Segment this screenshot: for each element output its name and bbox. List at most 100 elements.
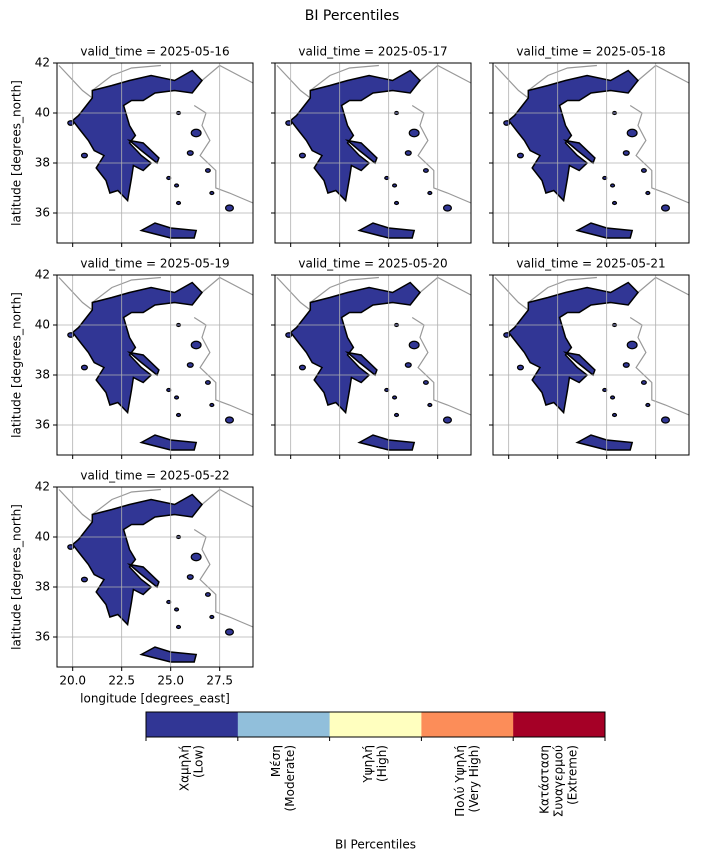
island bbox=[602, 387, 608, 393]
island bbox=[190, 128, 202, 138]
country-border bbox=[637, 64, 689, 84]
island bbox=[516, 152, 524, 159]
panel-title: valid_time = 2025-05-18 bbox=[516, 45, 665, 59]
panel-title: valid_time = 2025-05-21 bbox=[516, 257, 665, 271]
y-tick-label: 38 bbox=[35, 368, 50, 382]
country-border bbox=[58, 489, 93, 523]
country-border bbox=[193, 316, 253, 416]
country-border bbox=[201, 64, 253, 84]
country-border bbox=[201, 488, 253, 508]
y-tick-label: 36 bbox=[35, 418, 50, 432]
island bbox=[67, 120, 75, 126]
island bbox=[209, 402, 215, 408]
island bbox=[204, 168, 211, 173]
island bbox=[660, 416, 670, 424]
land bbox=[344, 139, 378, 165]
island bbox=[640, 380, 647, 385]
island bbox=[442, 416, 452, 424]
island bbox=[173, 607, 180, 612]
colorbar-segment bbox=[513, 712, 606, 737]
island bbox=[67, 332, 75, 338]
island bbox=[204, 592, 211, 597]
island bbox=[442, 204, 452, 212]
country-border bbox=[629, 104, 689, 204]
land bbox=[562, 139, 596, 165]
panel bbox=[493, 275, 689, 455]
island bbox=[408, 340, 420, 350]
panel bbox=[275, 63, 471, 243]
island bbox=[384, 175, 390, 181]
panel-title: valid_time = 2025-05-19 bbox=[80, 257, 229, 271]
land bbox=[562, 351, 596, 377]
land bbox=[507, 281, 639, 415]
country-border bbox=[276, 65, 311, 99]
panel-title: valid_time = 2025-05-17 bbox=[298, 45, 447, 59]
x-tick-label: 22.5 bbox=[108, 674, 135, 688]
panel bbox=[57, 487, 253, 667]
country-border bbox=[193, 528, 253, 628]
colorbar-label: Μέση bbox=[269, 745, 283, 777]
island bbox=[404, 362, 412, 368]
panel bbox=[57, 275, 253, 455]
x-axis-label: longitude [degrees_east] bbox=[80, 692, 230, 706]
island bbox=[408, 128, 420, 138]
island bbox=[186, 574, 194, 580]
land bbox=[71, 69, 203, 203]
island bbox=[392, 183, 398, 188]
panel-frame bbox=[56, 486, 254, 668]
island bbox=[422, 380, 429, 385]
island bbox=[404, 150, 412, 156]
island bbox=[503, 120, 511, 126]
panel-frame bbox=[274, 62, 472, 244]
land bbox=[126, 563, 160, 589]
island bbox=[166, 175, 172, 181]
panel-frame bbox=[56, 62, 254, 244]
island bbox=[166, 599, 172, 605]
island bbox=[422, 168, 429, 173]
colorbar-segment bbox=[421, 712, 514, 737]
island bbox=[503, 332, 511, 338]
y-tick-label: 36 bbox=[35, 206, 50, 220]
island bbox=[611, 200, 618, 206]
island bbox=[190, 552, 202, 562]
island bbox=[80, 152, 88, 159]
panel bbox=[493, 63, 689, 243]
land bbox=[575, 222, 634, 239]
colorbar-title: BI Percentiles bbox=[335, 838, 416, 852]
figure-title: BI Percentiles bbox=[305, 8, 400, 24]
panel-frame bbox=[492, 62, 690, 244]
colorbar-label: (Very High) bbox=[467, 745, 481, 812]
island bbox=[166, 387, 172, 393]
island bbox=[67, 544, 75, 550]
island bbox=[186, 362, 194, 368]
land bbox=[357, 434, 416, 451]
country-border bbox=[494, 277, 529, 311]
island bbox=[173, 395, 180, 400]
colorbar-frame bbox=[145, 711, 606, 738]
island bbox=[298, 152, 306, 159]
island bbox=[175, 624, 182, 630]
island bbox=[209, 190, 215, 196]
land bbox=[71, 281, 203, 415]
y-axis-label: latitude [degrees_north] bbox=[10, 292, 24, 438]
island bbox=[298, 364, 306, 371]
colorbar-label: (Moderate) bbox=[283, 745, 297, 811]
country-border bbox=[193, 104, 253, 204]
island bbox=[186, 150, 194, 156]
island bbox=[285, 120, 293, 126]
country-border bbox=[419, 276, 471, 296]
country-border bbox=[629, 316, 689, 416]
land bbox=[289, 281, 421, 415]
y-tick-label: 40 bbox=[35, 530, 50, 544]
island bbox=[645, 190, 651, 196]
island bbox=[224, 628, 234, 636]
colorbar-segment bbox=[237, 712, 331, 737]
island bbox=[209, 614, 215, 620]
colorbar-label: Συναγερμού bbox=[552, 745, 566, 817]
island bbox=[611, 412, 618, 418]
island bbox=[609, 395, 616, 400]
island bbox=[602, 175, 608, 181]
country-border bbox=[411, 104, 471, 204]
colorbar-label: (Extreme) bbox=[566, 745, 580, 805]
